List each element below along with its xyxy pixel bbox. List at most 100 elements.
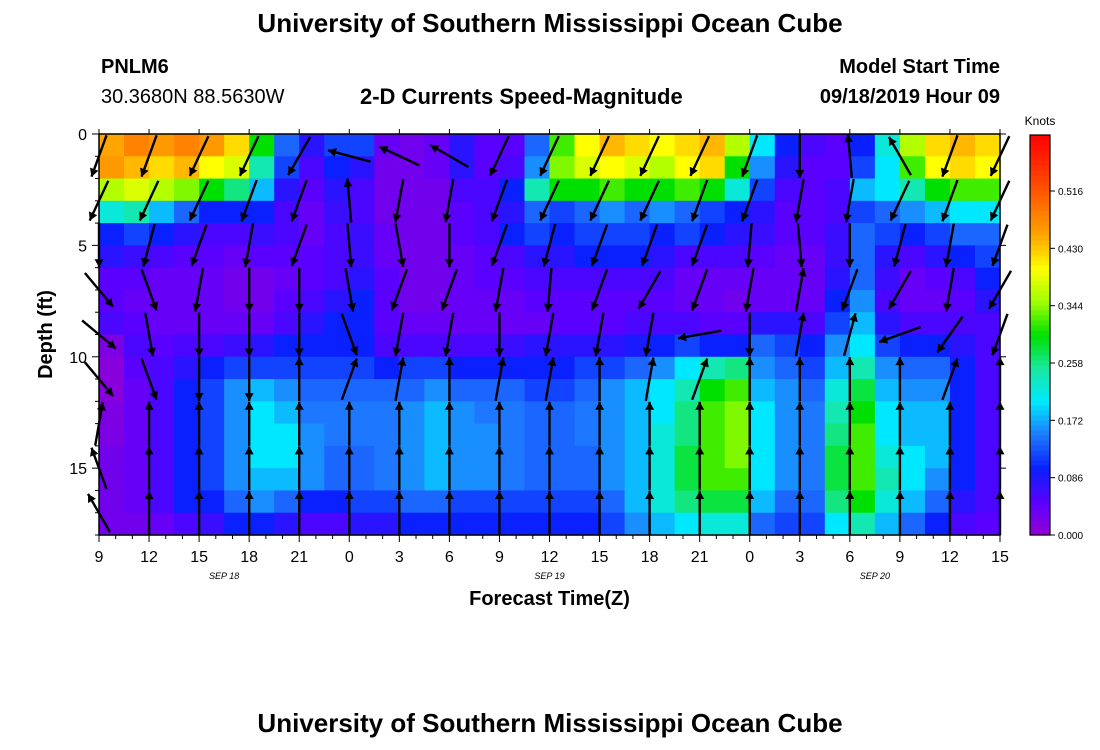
x-tick-label: 15 [991,549,1009,566]
heatmap-cell [349,379,375,402]
heatmap-cell [649,512,676,536]
heatmap-cell [624,134,651,157]
current-vector [344,446,354,491]
heatmap-cell [649,423,676,447]
heatmap-cell [349,200,375,224]
heatmap-cell [899,245,926,269]
heatmap-cell [149,490,175,514]
heatmap-cell [149,512,175,536]
heatmap-cell [274,334,300,358]
heatmap-cell [299,312,325,336]
heatmap-cell [974,200,1001,224]
y-tick-label: 5 [78,238,87,255]
heatmap-cell [599,423,626,447]
heatmap-cell [374,245,400,269]
heatmap-cell [299,156,325,180]
heatmap-cell [849,178,876,202]
current-vector [340,313,359,356]
heatmap-cell [874,134,901,157]
heatmap-cell [949,245,976,269]
heatmap-cell [299,401,325,425]
heatmap-cell [449,134,476,157]
current-vector [138,180,160,222]
heatmap-cell [224,445,250,469]
heatmap-cell [874,156,901,180]
heatmap-cell [974,490,1001,514]
heatmap-cell [899,223,926,246]
heatmap-cell [399,379,425,402]
heatmap-cell [949,289,976,313]
colorbar-segment [1030,520,1050,526]
current-vector [240,179,258,222]
heatmap-cell [924,312,951,336]
heatmap-cell [599,401,626,425]
heatmap-cell [324,267,350,291]
colorbar-segment [1030,250,1050,256]
current-vector [794,267,807,312]
heatmap-cell [624,289,651,313]
current-vector [539,180,560,222]
colorbar-segment [1030,235,1050,241]
heatmap-cell [674,312,701,336]
heatmap-cell [849,356,876,380]
current-vector [895,491,905,535]
heatmap-cell [899,401,926,425]
colorbar-segment [1030,355,1050,361]
heatmap-cell [374,156,400,180]
heatmap-cell [949,512,976,536]
heatmap-cell [349,445,375,469]
heatmap-cell [124,178,150,202]
heatmap-cell [849,223,876,246]
heatmap-cell [199,445,225,469]
current-vector [539,135,560,177]
heatmap-cell [449,379,476,402]
heatmap-cell [349,289,375,313]
heatmap-cell [349,134,375,157]
heatmap-cell [499,468,526,492]
heatmap-cell [699,200,726,224]
heatmap-cell [199,245,225,269]
heatmap-cell [349,468,375,492]
heatmap-cell [449,401,476,425]
heatmap-cell [324,490,350,514]
colorbar-segment [1030,160,1050,166]
current-vector [943,223,955,268]
heatmap-cell [324,245,350,269]
heatmap-cell [949,223,976,246]
current-vector [244,491,254,535]
heatmap-cell [874,312,901,336]
heatmap-cell [199,356,225,380]
heatmap-cell [524,356,551,380]
heatmap-cell [674,334,701,358]
heatmap-cell [424,401,450,425]
heatmap-cell [424,267,450,291]
heatmap-cell [299,379,325,402]
heatmap-cell [799,245,826,269]
heatmap-cell [274,401,300,425]
current-vector [494,312,504,357]
heatmap-cell [449,245,476,269]
heatmap-cell [249,445,275,469]
current-vector [742,267,755,312]
heatmap-cell [649,267,676,291]
heatmap-cell [399,200,425,224]
heatmap-cell [399,312,425,336]
heatmap-cell [774,289,801,313]
heatmap-cell [599,312,626,336]
current-vector [140,134,158,178]
current-vector [745,401,755,446]
colorbar-segment [1030,225,1050,231]
heatmap-cell [799,490,826,514]
heatmap-cell [849,379,876,402]
current-vector [444,401,454,446]
current-vector [695,491,705,535]
colorbar-segment [1030,375,1050,381]
heatmap-cell [524,134,551,157]
heatmap-cell [349,178,375,202]
heatmap-cell [899,379,926,402]
heatmap-cell [299,356,325,380]
heatmap-cell [274,178,300,202]
heatmap-cell [874,267,901,291]
heatmap-cell [524,490,551,514]
current-vector [945,491,955,535]
